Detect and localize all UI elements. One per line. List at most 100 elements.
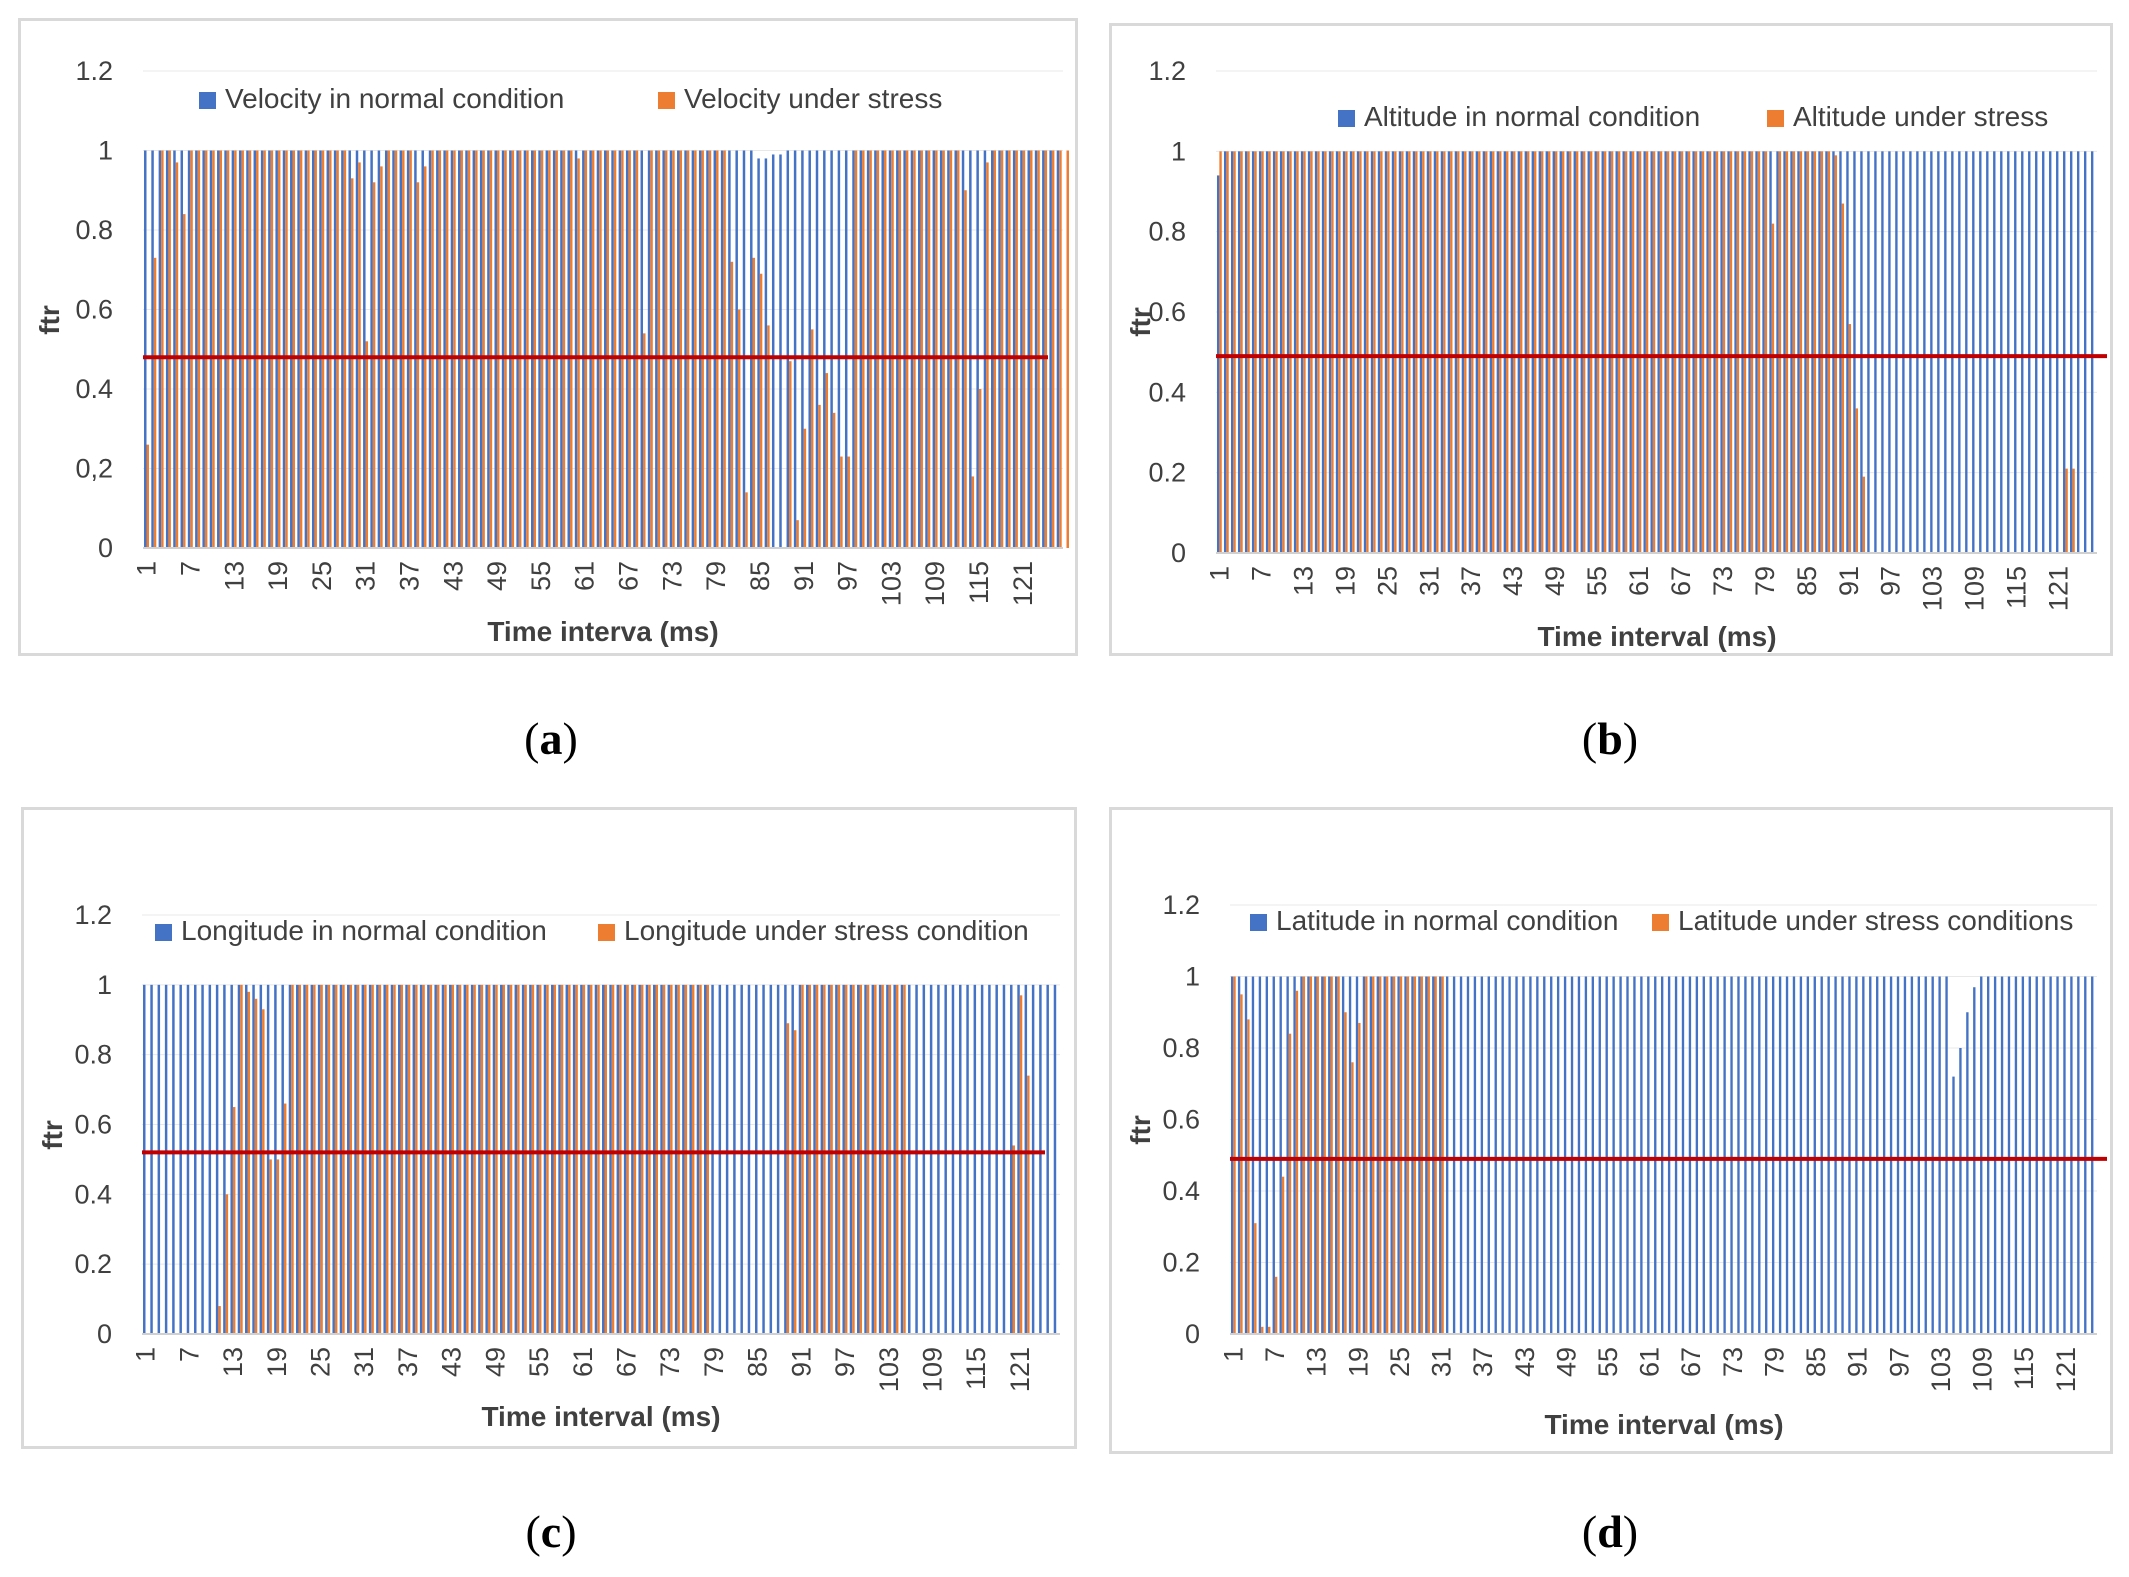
bar-stress <box>226 150 230 548</box>
bar-normal <box>1615 151 1618 553</box>
legend-label-normal: Longitude in normal condition <box>181 915 547 946</box>
bar-normal <box>1390 976 1393 1334</box>
bar-stress <box>431 150 434 548</box>
bar-stress <box>496 150 500 548</box>
x-tick-label: 67 <box>1676 1347 1706 1377</box>
bar-normal <box>791 984 794 1334</box>
bar-stress <box>1792 151 1796 553</box>
bar-normal <box>478 984 481 1334</box>
bar-normal <box>1573 151 1576 553</box>
bar-normal <box>325 984 328 1334</box>
x-axis-title: Time interval (ms) <box>1537 621 1776 652</box>
bar-normal <box>1002 984 1006 1334</box>
bar-normal <box>1501 976 1504 1334</box>
bar-normal <box>896 150 899 548</box>
bar-stress <box>1317 151 1320 553</box>
bar-stress <box>650 150 653 548</box>
bar-stress <box>1338 151 1341 553</box>
bar-normal <box>625 150 629 548</box>
x-tick-label: 61 <box>1635 1347 1665 1377</box>
bar-normal <box>1369 976 1373 1334</box>
bar-normal <box>1924 976 1927 1334</box>
bar-normal <box>1545 151 1548 553</box>
bar-normal <box>1867 151 1870 553</box>
bar-normal <box>2035 151 2038 553</box>
bar-normal <box>1314 151 1318 553</box>
x-axis-title: Time interval (ms) <box>481 1401 720 1432</box>
bar-stress <box>1540 151 1544 553</box>
bar-stress <box>942 150 945 548</box>
bar-stress <box>453 150 456 548</box>
bar-normal <box>2084 976 2087 1334</box>
bar-normal <box>1027 150 1030 548</box>
bar-stress <box>283 1103 287 1334</box>
bar-stress <box>276 1159 280 1334</box>
x-tick-label: 67 <box>614 561 644 591</box>
bar-normal <box>572 984 576 1334</box>
bar-normal <box>784 984 787 1334</box>
bar-stress <box>240 984 243 1334</box>
bar-normal <box>1426 151 1430 553</box>
bar-normal <box>1439 976 1442 1334</box>
bar-normal <box>333 150 337 548</box>
bar-normal <box>1524 151 1528 553</box>
bar-normal <box>195 150 198 548</box>
bar-stress <box>451 984 454 1334</box>
bar-normal <box>871 984 875 1334</box>
bar-normal <box>1587 151 1590 553</box>
bar-normal <box>354 984 357 1334</box>
x-tick-label: 49 <box>1551 1347 1581 1377</box>
bar-normal <box>1792 976 1796 1334</box>
bar-normal <box>647 150 651 548</box>
bar-normal <box>296 984 299 1334</box>
bar-stress <box>546 984 549 1334</box>
bar-normal <box>1341 976 1345 1334</box>
bar-stress <box>866 984 870 1334</box>
bar-normal <box>1335 151 1339 553</box>
bar-stress <box>927 150 931 548</box>
x-tick-label: 1 <box>1219 1347 1249 1362</box>
legend-label-normal: Velocity in normal condition <box>225 83 564 114</box>
bar-normal <box>2014 151 2017 553</box>
bar-normal <box>252 984 255 1334</box>
bar-normal <box>1251 976 1255 1334</box>
bar-stress <box>1729 151 1733 553</box>
bar-normal <box>917 150 921 548</box>
bar-normal <box>567 150 570 548</box>
chart-b-svg: 00.20.40.60.811.21 7 13 19 25 31 37 43 49 55 61 67 7… <box>1125 56 2107 652</box>
bar-stress <box>509 984 513 1334</box>
legend-swatch-stress <box>1767 110 1784 127</box>
x-tick-label: 91 <box>1843 1347 1873 1377</box>
bar-normal <box>2035 976 2038 1334</box>
bar-normal <box>253 150 257 548</box>
bar-stress <box>1827 151 1831 553</box>
bar-stress <box>1443 151 1446 553</box>
bar-normal <box>638 984 641 1334</box>
bar-normal <box>268 150 271 548</box>
bar-stress <box>883 150 887 548</box>
bar-stress <box>1316 976 1319 1334</box>
bar-stress <box>314 150 317 548</box>
bar-stress <box>568 984 571 1334</box>
bar-normal <box>500 984 503 1334</box>
bar-normal <box>1432 976 1435 1334</box>
x-tick-label: 85 <box>1792 566 1822 596</box>
bar-normal <box>725 984 729 1334</box>
bar-stress <box>626 984 629 1334</box>
bar-stress <box>1015 150 1018 548</box>
bar-normal <box>929 984 933 1334</box>
bar-normal <box>187 150 191 548</box>
bar-stress <box>385 984 389 1334</box>
bar-normal <box>384 150 388 548</box>
x-tick-label: 31 <box>349 1347 379 1377</box>
bar-normal <box>560 150 563 548</box>
bar-stress <box>1820 151 1824 553</box>
legend-swatch-normal <box>155 924 172 941</box>
bar-stress <box>854 150 858 548</box>
bar-stress <box>913 150 916 548</box>
bar-stress <box>225 1194 229 1334</box>
bar-stress <box>1799 151 1803 553</box>
bar-normal <box>944 984 947 1334</box>
bar-stress <box>415 984 418 1334</box>
bar-normal <box>609 984 612 1334</box>
